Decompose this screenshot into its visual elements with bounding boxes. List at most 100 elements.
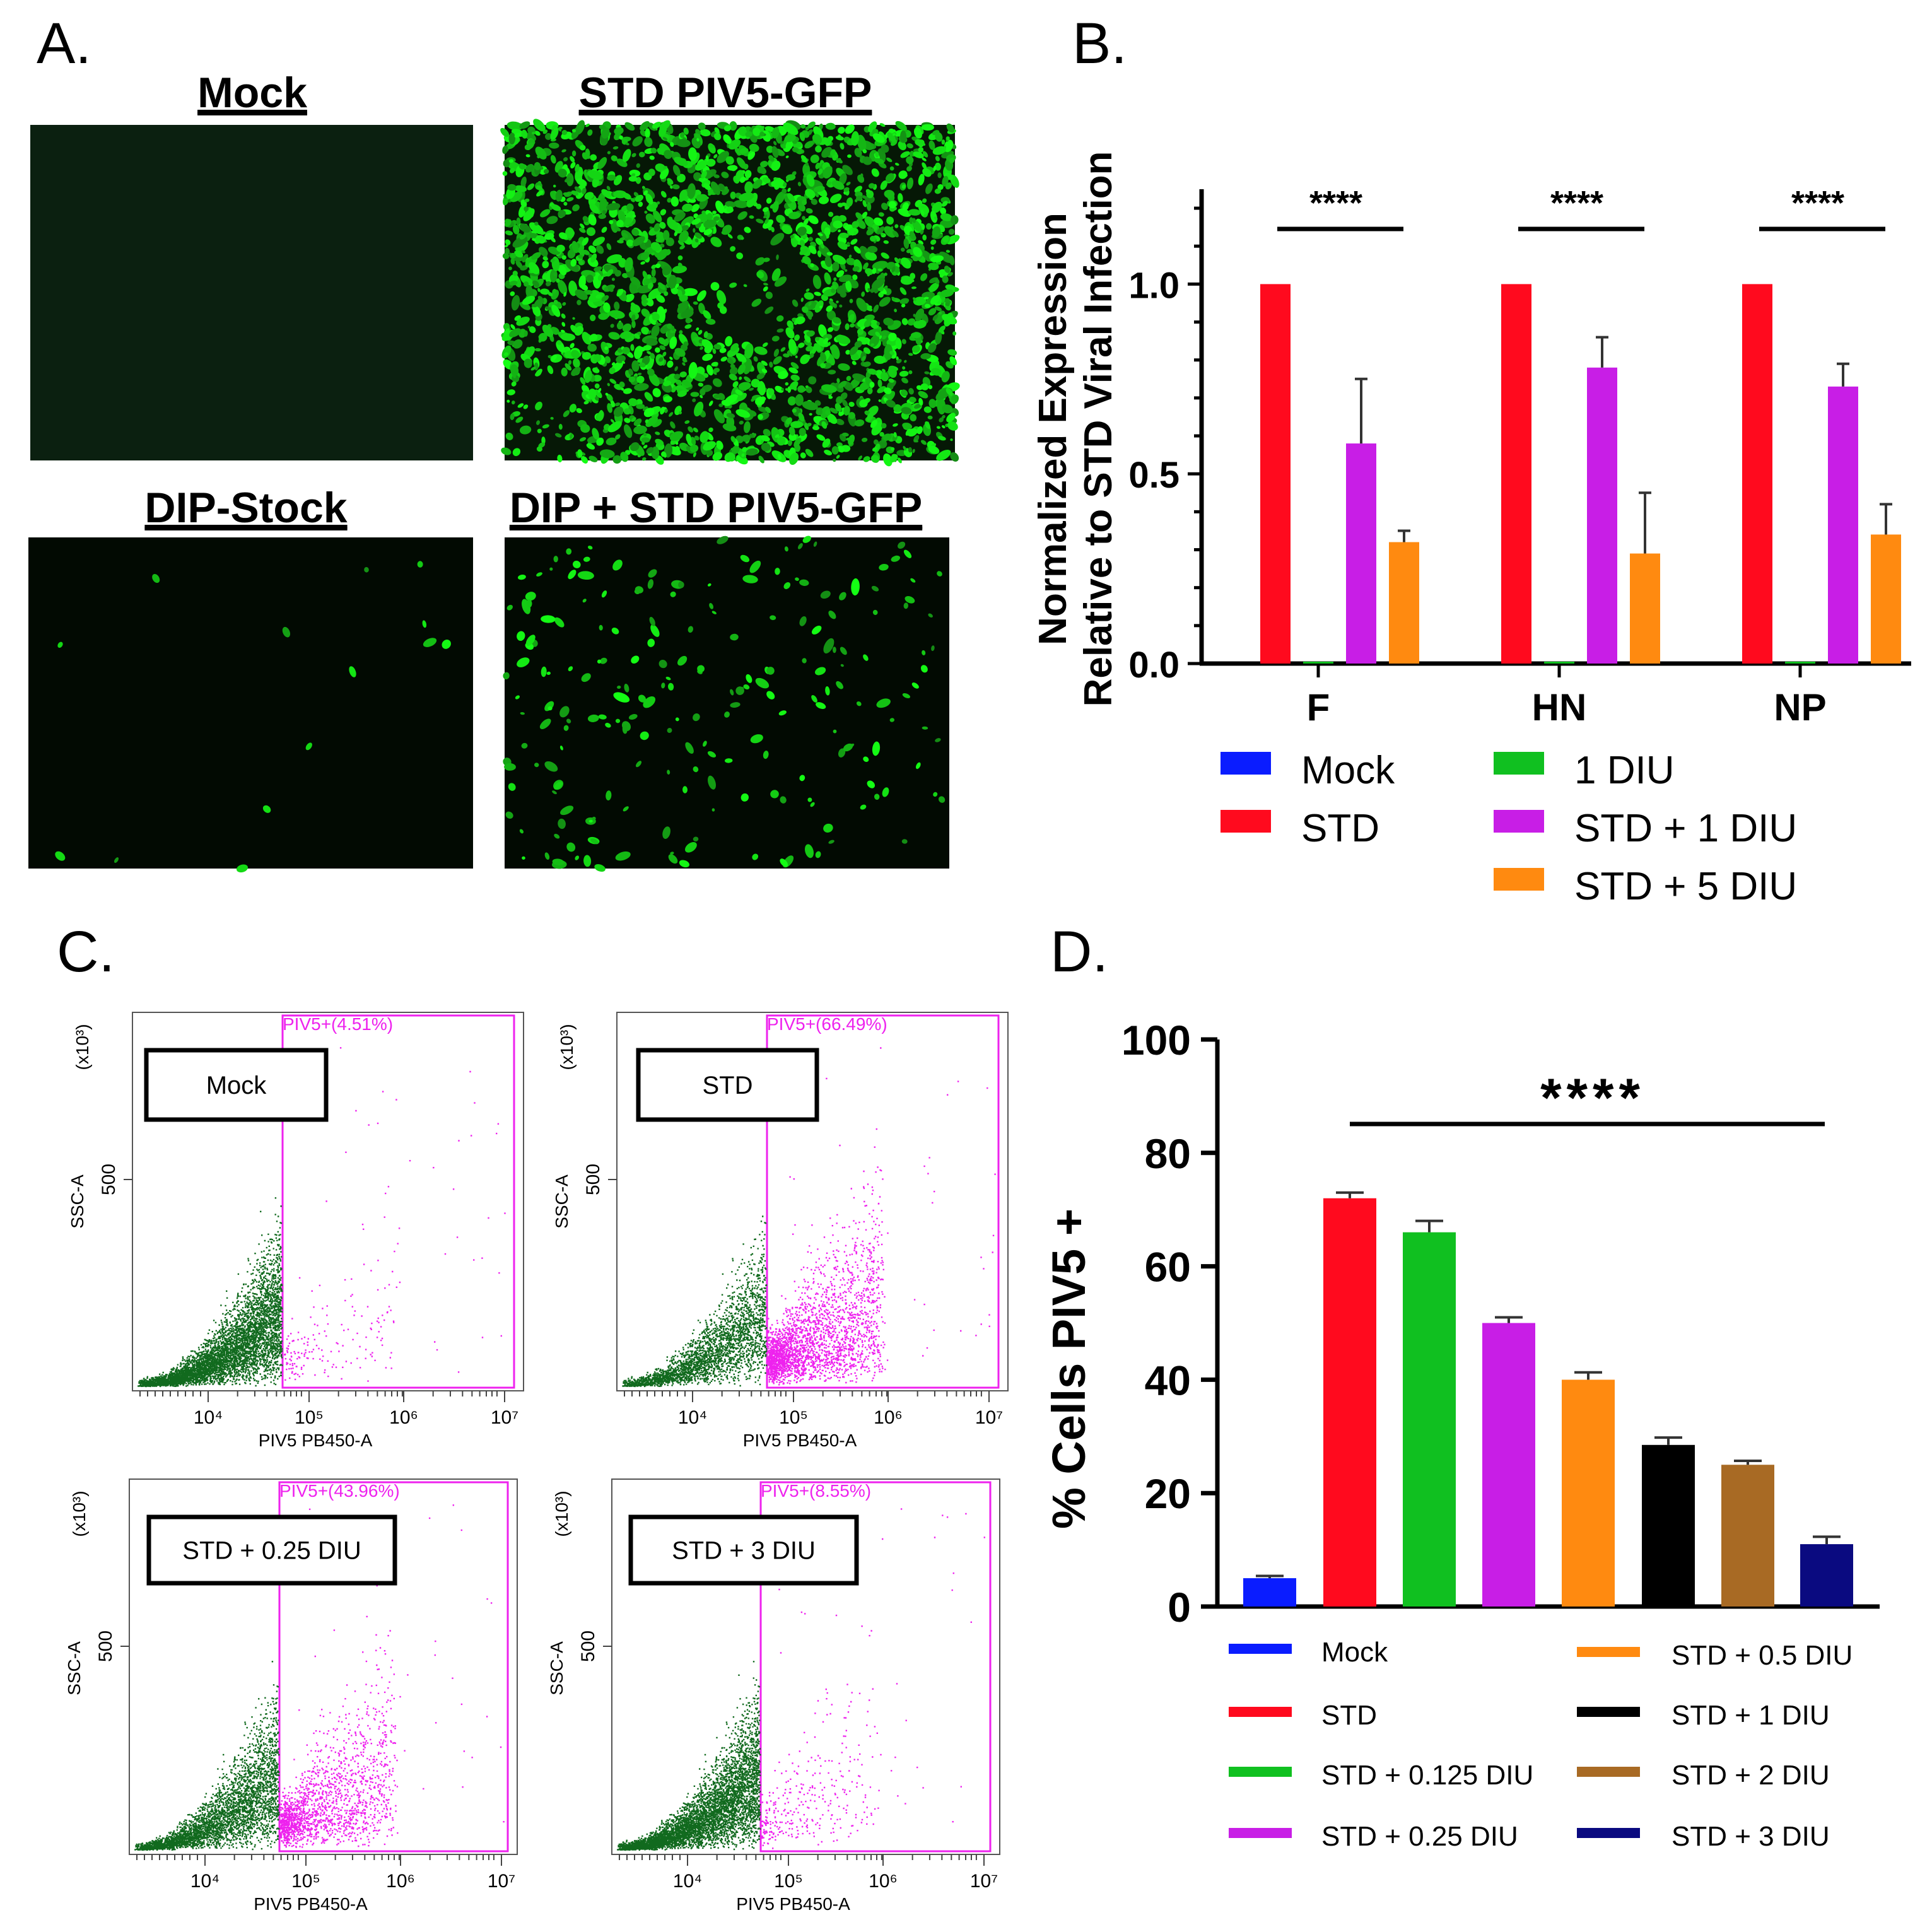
fluorescent-cell <box>557 454 563 462</box>
fluorescent-cell <box>946 235 960 245</box>
fluorescent-cell <box>647 351 652 355</box>
fluorescent-cell <box>935 331 942 344</box>
fluorescent-cell <box>570 342 575 349</box>
fluorescent-cell <box>625 293 635 302</box>
fluorescent-cell <box>811 694 817 703</box>
fluorescent-cell <box>677 173 686 183</box>
fluorescent-cell <box>862 195 867 199</box>
fluorescent-cell <box>804 300 817 310</box>
fluorescent-cell <box>558 265 567 276</box>
fluorescent-cell <box>856 195 863 201</box>
fluorescent-cell <box>880 180 887 190</box>
fluorescent-cell <box>838 127 845 134</box>
fluorescent-cell <box>836 270 845 278</box>
fluorescent-cell <box>706 365 713 376</box>
fluorescent-cell <box>787 187 791 192</box>
fluorescent-cell <box>857 134 867 151</box>
y-axis-label: SSC-A <box>67 1174 87 1229</box>
fluorescent-cell <box>506 121 523 131</box>
fluorescent-cell <box>599 197 608 215</box>
y-axis-label: Normalized Expression Relative to STD Vir… <box>1031 151 1120 707</box>
legend-swatch <box>1494 868 1544 891</box>
legend-swatch <box>1229 1644 1292 1654</box>
fluorescent-cell <box>836 681 843 689</box>
fluorescent-cell <box>814 343 822 352</box>
bar-std <box>1501 284 1531 664</box>
fluorescent-cell <box>597 388 602 393</box>
fluorescent-cell <box>902 366 906 370</box>
fluorescent-cell <box>839 304 843 308</box>
fluorescent-cell <box>938 796 946 803</box>
fluorescent-cell <box>950 452 959 462</box>
fluorescent-cell <box>580 223 585 229</box>
fluorescent-cell <box>679 411 682 414</box>
fluorescent-cell <box>542 424 549 429</box>
fluorescent-cell <box>733 200 749 208</box>
fluorescent-cell <box>628 714 638 720</box>
fluorescent-cell <box>605 392 609 396</box>
fluorescent-cell <box>818 324 827 338</box>
bar-diu1 <box>1544 661 1574 664</box>
fluorescent-cell <box>682 362 686 366</box>
fluorescent-cell <box>571 129 577 132</box>
fluorescent-cell <box>930 246 934 250</box>
fluorescent-cell <box>741 453 745 457</box>
fluorescent-cell <box>647 579 654 589</box>
fluorescent-cell <box>902 693 911 699</box>
fluorescent-cell <box>655 321 659 325</box>
fluorescent-cell <box>675 379 682 386</box>
fluorescent-cell <box>840 392 848 400</box>
fluorescent-cell <box>946 413 956 423</box>
fluorescent-cell <box>512 225 520 235</box>
fluorescent-cell <box>570 259 577 267</box>
fluorescent-cell <box>901 257 911 269</box>
x-tick-label: 10⁶ <box>874 1407 903 1428</box>
fluorescent-cell <box>649 155 655 160</box>
fluorescent-cell <box>730 436 736 443</box>
fluorescent-cell <box>653 223 660 232</box>
x-axis-label: PIV5 PB450-A <box>254 1894 368 1914</box>
y-tick-label: 0.0 <box>1128 645 1180 686</box>
fluorescent-cell <box>633 425 647 435</box>
fluorescent-cell <box>877 268 883 272</box>
fluorescent-cell <box>813 185 825 192</box>
fluorescent-cell <box>508 783 516 791</box>
fluorescent-cell <box>657 231 665 240</box>
fluorescent-cell <box>737 211 747 220</box>
fluorescent-cell <box>776 214 785 223</box>
fluorescent-cell <box>882 433 892 441</box>
fluorescent-cell <box>756 373 765 380</box>
y-scale-group: (x10³) <box>69 1490 89 1537</box>
legend-swatch <box>1221 752 1271 775</box>
fluorescent-cell <box>860 804 867 810</box>
fluorescent-cell <box>863 262 869 270</box>
fluorescent-cell <box>781 387 784 391</box>
fluorescent-cell <box>590 253 597 263</box>
fluorescent-cell <box>572 317 575 320</box>
positive-events <box>280 1504 505 1848</box>
fluorescent-cell <box>709 603 714 609</box>
fluorescent-cell <box>710 237 722 247</box>
fluorescent-cell <box>643 279 647 283</box>
fluorescent-cell <box>944 298 951 304</box>
x-axis-label: PIV5 PB450-A <box>736 1894 850 1914</box>
fluorescent-cell <box>805 162 809 167</box>
fluorescent-cell <box>744 226 751 233</box>
fluorescent-cell <box>578 260 584 266</box>
flow-plot-frame <box>132 1012 524 1391</box>
fluorescent-cell <box>688 426 694 433</box>
fluorescent-cell <box>878 212 884 217</box>
fluorescent-cell <box>582 351 592 360</box>
fluorescent-cell <box>778 370 788 380</box>
fluorescent-cell <box>763 257 770 262</box>
fluorescent-cell <box>815 162 820 170</box>
fluorescent-cell <box>846 257 856 266</box>
fluorescent-cell <box>907 318 916 326</box>
gate-rectangle <box>281 1014 515 1389</box>
y-axis-label: SSC-A <box>547 1641 566 1695</box>
fluorescent-cell <box>601 226 607 233</box>
fluorescent-cell <box>575 163 580 173</box>
fluorescent-cell <box>822 438 831 448</box>
fluorescent-cell <box>645 416 658 427</box>
